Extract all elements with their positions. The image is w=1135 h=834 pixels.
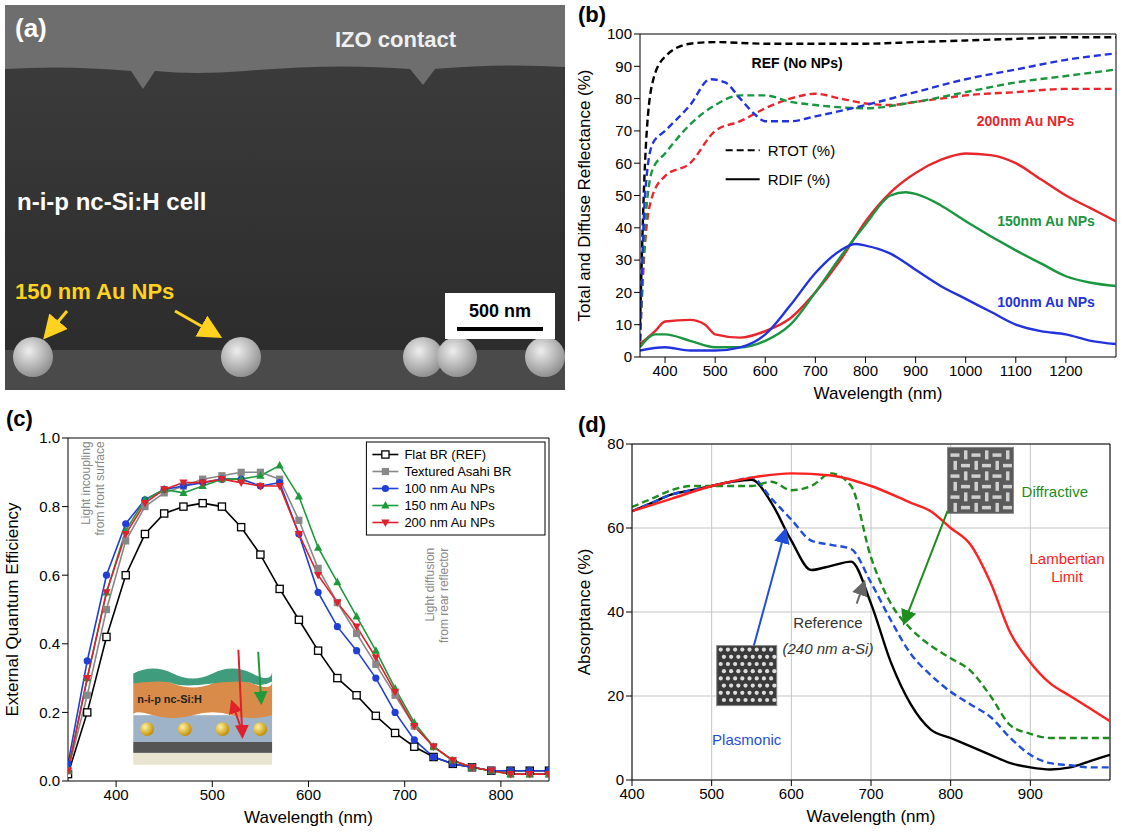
svg-text:600: 600 [779,785,804,802]
svg-text:Diffractive: Diffractive [1022,483,1088,500]
svg-text:70: 70 [615,122,632,139]
svg-text:from rear reflector: from rear reflector [437,548,451,643]
svg-text:RDIF (%): RDIF (%) [768,171,831,188]
svg-text:50: 50 [615,187,632,204]
svg-text:1100: 1100 [1000,362,1032,379]
svg-text:(d): (d) [578,412,606,437]
svg-text:500: 500 [200,786,225,803]
svg-text:100nm Au NPs: 100nm Au NPs [997,294,1095,310]
svg-text:0.8: 0.8 [39,498,60,515]
svg-text:900: 900 [1018,785,1043,802]
svg-text:20: 20 [607,687,624,704]
svg-text:80: 80 [615,90,632,107]
svg-text:Wavelength (nm): Wavelength (nm) [814,384,943,403]
svg-text:(a): (a) [15,13,47,43]
svg-text:from front surface: from front surface [93,441,107,535]
svg-text:0.2: 0.2 [39,704,60,721]
svg-text:700: 700 [858,785,883,802]
svg-text:60: 60 [615,155,632,172]
svg-text:600: 600 [753,362,778,379]
svg-text:0.6: 0.6 [39,567,60,584]
svg-text:80: 80 [607,435,624,452]
svg-text:0: 0 [616,771,624,788]
svg-text:(b): (b) [578,2,606,27]
svg-text:Absorptance (%): Absorptance (%) [575,549,594,676]
svg-text:150 nm Au NPs: 150 nm Au NPs [404,498,495,513]
svg-text:0.0: 0.0 [39,772,60,789]
svg-text:Total and Diffuse Reflectance: Total and Diffuse Reflectance (%) [575,70,594,322]
svg-text:n-i-p nc-Si:H: n-i-p nc-Si:H [137,693,202,705]
svg-text:Light incoupling: Light incoupling [79,441,93,524]
svg-text:60: 60 [607,519,624,536]
svg-text:Light diffusion: Light diffusion [423,548,437,622]
svg-text:500: 500 [703,362,728,379]
svg-text:Lambertian: Lambertian [1029,550,1104,567]
svg-text:Textured Asahi BR: Textured Asahi BR [404,464,511,479]
svg-text:700: 700 [803,362,828,379]
svg-text:400: 400 [104,786,129,803]
svg-text:Wavelength (nm): Wavelength (nm) [807,807,936,826]
svg-text:900: 900 [903,362,928,379]
svg-text:700: 700 [392,786,417,803]
svg-text:REF (No NPs): REF (No NPs) [752,55,843,71]
svg-text:Reference: Reference [793,614,862,631]
svg-text:40: 40 [607,603,624,620]
svg-text:400: 400 [619,784,645,802]
svg-text:150 nm Au NPs: 150 nm Au NPs [15,279,174,304]
svg-text:600: 600 [296,786,321,803]
svg-text:100: 100 [607,25,632,42]
svg-text:400: 400 [653,362,678,379]
svg-text:1000: 1000 [949,362,982,379]
svg-text:100 nm Au NPs: 100 nm Au NPs [404,481,495,496]
svg-text:10: 10 [615,316,632,333]
svg-text:(c): (c) [6,406,33,431]
svg-text:1200: 1200 [1049,362,1082,379]
svg-text:Limit: Limit [1051,568,1084,585]
svg-text:40: 40 [615,219,632,236]
svg-text:Wavelength (nm): Wavelength (nm) [244,808,373,827]
svg-text:IZO contact: IZO contact [335,27,457,52]
svg-text:200 nm Au NPs: 200 nm Au NPs [404,515,495,530]
svg-text:0.4: 0.4 [39,635,60,652]
svg-text:1.0: 1.0 [39,429,60,446]
svg-text:90: 90 [615,58,632,75]
svg-text:800: 800 [938,785,963,802]
svg-text:0: 0 [624,348,632,365]
svg-text:500 nm: 500 nm [469,301,531,321]
svg-text:150nm Au NPs: 150nm Au NPs [997,213,1095,229]
svg-text:RTOT (%): RTOT (%) [768,142,836,159]
svg-text:Plasmonic: Plasmonic [712,731,782,748]
svg-text:30: 30 [615,251,632,268]
svg-text:800: 800 [853,362,878,379]
svg-text:(240 nm a-Si): (240 nm a-Si) [783,640,874,657]
svg-text:500: 500 [699,785,724,802]
svg-text:200nm Au NPs: 200nm Au NPs [977,113,1075,129]
svg-text:800: 800 [488,786,513,803]
svg-text:Flat BR (REF): Flat BR (REF) [404,447,486,462]
svg-text:20: 20 [615,284,632,301]
svg-text:n-i-p nc-Si:H cell: n-i-p nc-Si:H cell [17,188,206,215]
svg-text:External Quantum Efficiency: External Quantum Efficiency [3,502,22,717]
